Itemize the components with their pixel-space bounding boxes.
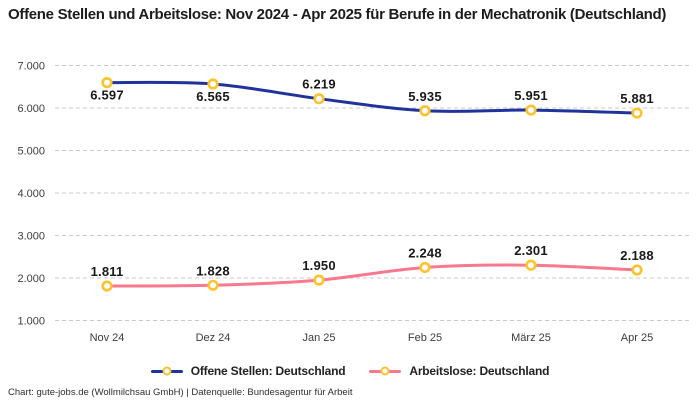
data-point-marker: [419, 105, 431, 117]
legend: Offene Stellen: Deutschland Arbeitslose:…: [0, 362, 700, 380]
x-axis-tick-label: Jan 25: [302, 332, 335, 344]
y-axis-tick-label: 4.000: [17, 188, 45, 200]
x-axis-tick-label: Apr 25: [621, 332, 653, 344]
legend-item-arbeitslose: Arbeitslose: Deutschland: [369, 364, 549, 378]
data-point-label: 5.881: [620, 91, 654, 106]
series-line: [105, 263, 639, 288]
data-point-label: 6.565: [196, 89, 230, 104]
y-axis-tick-label: 7.000: [17, 61, 45, 73]
legend-label-offene-stellen: Offene Stellen: Deutschland: [190, 364, 346, 378]
chart-title: Offene Stellen und Arbeitslose: Nov 2024…: [8, 6, 667, 23]
data-point-label: 5.935: [408, 89, 442, 104]
data-point-marker: [207, 78, 219, 90]
data-point-label: 6.597: [90, 88, 124, 103]
legend-item-offene-stellen: Offene Stellen: Deutschland: [150, 364, 346, 378]
data-point-marker: [525, 259, 537, 271]
data-point-marker: [313, 93, 325, 105]
y-axis-tick-label: 1.000: [17, 316, 45, 328]
data-point-label: 1.950: [302, 258, 336, 273]
legend-marker-ring-icon: [162, 366, 172, 376]
x-axis-tick-label: Feb 25: [408, 332, 442, 344]
legend-marker-ring-icon: [380, 366, 390, 376]
data-point-label: 2.248: [408, 245, 442, 260]
data-point-marker: [313, 274, 325, 286]
data-point-label: 1.828: [196, 263, 230, 278]
data-point-marker: [101, 77, 113, 89]
series-line: [105, 80, 639, 115]
attribution-footer: Chart: gute-jobs.de (Wollmilchsau GmbH) …: [8, 387, 353, 398]
data-point-label: 1.811: [91, 264, 124, 279]
data-point-marker: [525, 104, 537, 116]
x-axis-tick-label: März 25: [511, 332, 551, 344]
legend-label-arbeitslose: Arbeitslose: Deutschland: [409, 364, 550, 378]
y-axis-tick-label: 6.000: [17, 103, 45, 115]
y-axis-tick-label: 2.000: [17, 273, 45, 285]
legend-line-swatch-arbeitslose: [369, 366, 402, 376]
legend-line-swatch-offene-stellen: [150, 366, 183, 376]
data-point-marker: [631, 264, 643, 276]
x-axis-tick-label: Dez 24: [196, 332, 231, 344]
y-axis-tick-label: 3.000: [17, 231, 45, 243]
data-point-marker: [207, 279, 219, 291]
data-point-marker: [101, 280, 113, 292]
data-point-label: 6.219: [302, 77, 336, 92]
y-axis-tick-label: 5.000: [17, 146, 45, 158]
data-point-label: 2.301: [514, 243, 548, 258]
x-axis-tick-label: Nov 24: [90, 332, 125, 344]
data-point-label: 5.951: [514, 88, 548, 103]
data-point-marker: [419, 261, 431, 274]
data-point-label: 2.188: [620, 248, 654, 263]
data-point-marker: [631, 107, 643, 119]
